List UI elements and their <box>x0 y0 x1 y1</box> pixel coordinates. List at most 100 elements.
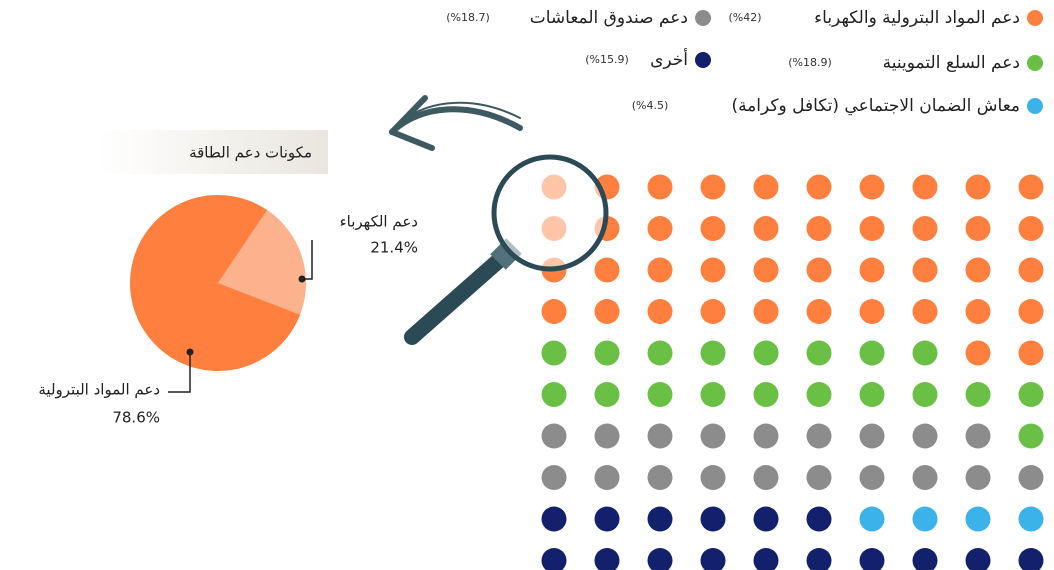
waffle-dot <box>913 548 938 570</box>
waffle-dot <box>966 382 991 407</box>
legend-marker <box>1027 55 1043 71</box>
waffle-dot <box>860 175 885 200</box>
legend-label: دعم المواد البترولية والكهرباء <box>814 8 1020 28</box>
arrow <box>392 98 520 148</box>
waffle-dot <box>807 424 832 449</box>
waffle-dot <box>648 341 673 366</box>
waffle-dot <box>913 507 938 532</box>
slice-value: 21.4% <box>370 239 418 257</box>
waffle-dot <box>754 424 779 449</box>
waffle-dot <box>966 299 991 324</box>
waffle-dot <box>542 382 567 407</box>
waffle-dot <box>860 299 885 324</box>
waffle-dot <box>542 299 567 324</box>
slice-value: 78.6% <box>112 409 160 427</box>
waffle-dot <box>754 507 779 532</box>
legend-label: دعم صندوق المعاشات <box>530 8 688 28</box>
waffle-dot <box>542 424 567 449</box>
legend-label: معاش الضمان الاجتماعي (تكافل وكرامة) <box>731 96 1020 116</box>
waffle-dot <box>860 341 885 366</box>
waffle <box>542 175 1044 570</box>
waffle-dot <box>595 548 620 570</box>
waffle-dot <box>701 299 726 324</box>
waffle-dot <box>701 507 726 532</box>
waffle-dot <box>1019 341 1044 366</box>
legend-marker <box>1027 98 1043 114</box>
waffle-dot <box>1019 216 1044 241</box>
waffle-dot <box>648 465 673 490</box>
waffle-dot <box>966 465 991 490</box>
waffle-dot <box>860 548 885 570</box>
waffle-dot <box>542 465 567 490</box>
waffle-dot <box>807 548 832 570</box>
waffle-dot <box>648 299 673 324</box>
waffle-dot <box>807 382 832 407</box>
waffle-dot <box>648 548 673 570</box>
waffle-dot <box>966 341 991 366</box>
infographic: مكونات دعم الطاقة دعم المواد البترولية و… <box>0 0 1054 570</box>
waffle-dot <box>754 258 779 283</box>
waffle-dot <box>542 507 567 532</box>
waffle-dot <box>860 465 885 490</box>
waffle-dot <box>648 507 673 532</box>
waffle-dot <box>913 216 938 241</box>
waffle-dot <box>913 465 938 490</box>
waffle-dot <box>860 382 885 407</box>
waffle-dot <box>1019 382 1044 407</box>
waffle-dot <box>648 382 673 407</box>
legend-value: (%18.9) <box>788 56 832 69</box>
waffle-dot <box>966 216 991 241</box>
waffle-dot <box>860 424 885 449</box>
waffle-dot <box>648 216 673 241</box>
waffle-dot <box>595 382 620 407</box>
waffle-dot <box>807 299 832 324</box>
waffle-dot <box>701 424 726 449</box>
waffle-dot <box>648 175 673 200</box>
waffle-dot <box>807 465 832 490</box>
waffle-dot <box>913 299 938 324</box>
waffle-dot <box>1019 258 1044 283</box>
legend-marker <box>695 52 711 68</box>
waffle-dot <box>754 341 779 366</box>
slice-label: دعم المواد البترولية <box>38 381 160 399</box>
waffle-dot <box>1019 507 1044 532</box>
waffle-dot <box>542 548 567 570</box>
waffle-dot <box>595 341 620 366</box>
waffle-dot <box>807 258 832 283</box>
waffle-dot <box>701 175 726 200</box>
magnifier <box>412 157 606 337</box>
pie-title: مكونات دعم الطاقة <box>189 144 312 162</box>
waffle-dot <box>913 341 938 366</box>
waffle-dot <box>966 548 991 570</box>
waffle-dot <box>966 175 991 200</box>
waffle-dot <box>648 258 673 283</box>
waffle-dot <box>1019 175 1044 200</box>
waffle-dot <box>595 507 620 532</box>
waffle-dot <box>807 175 832 200</box>
waffle-dot <box>595 424 620 449</box>
waffle-dot <box>754 548 779 570</box>
waffle-dot <box>701 216 726 241</box>
legend-value: (%42) <box>728 11 761 24</box>
waffle-dot <box>595 299 620 324</box>
waffle-dot <box>595 465 620 490</box>
waffle-dot <box>860 507 885 532</box>
waffle-dot <box>701 258 726 283</box>
legend-marker <box>1027 10 1043 26</box>
waffle-dot <box>754 465 779 490</box>
waffle-dot <box>542 341 567 366</box>
slice-label: دعم الكهرباء <box>340 213 418 231</box>
waffle-dot <box>754 175 779 200</box>
waffle-dot <box>701 382 726 407</box>
waffle-dot <box>754 299 779 324</box>
waffle-dot <box>648 424 673 449</box>
waffle-dot <box>701 548 726 570</box>
waffle-dot <box>966 258 991 283</box>
waffle-dot <box>754 216 779 241</box>
waffle-dot <box>860 258 885 283</box>
waffle-dot <box>595 258 620 283</box>
leader-dot <box>299 276 306 283</box>
waffle-dot <box>966 507 991 532</box>
waffle-dot <box>1019 548 1044 570</box>
leader-dot <box>187 349 194 356</box>
